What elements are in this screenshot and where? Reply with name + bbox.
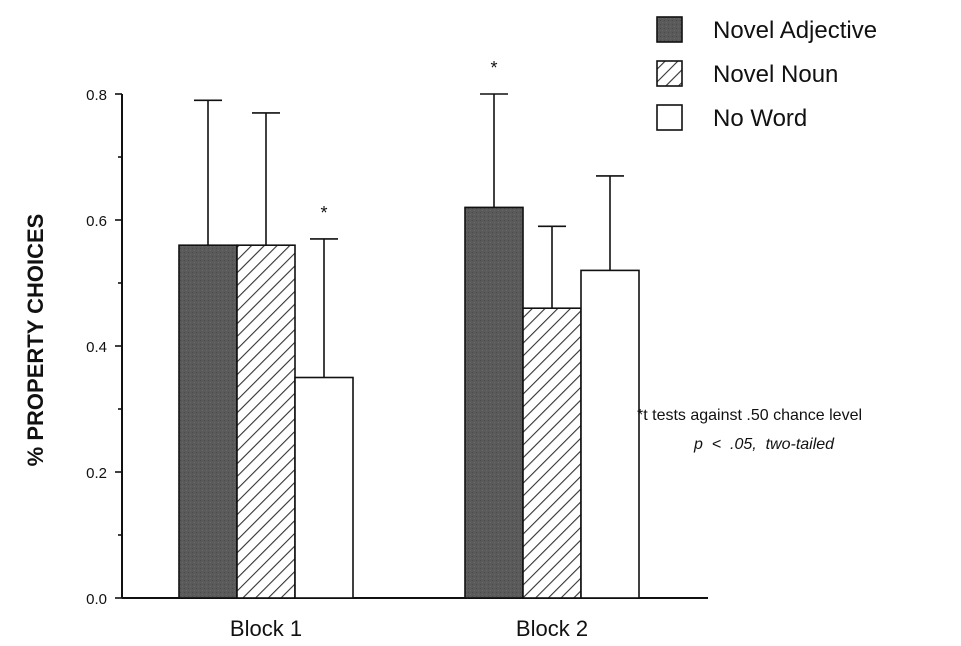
y-tick-label: 0.2: [86, 465, 107, 482]
significance-star: *: [490, 58, 497, 78]
category-label: Block 1: [230, 616, 302, 641]
annotation: *t tests against .50 chance level p < .0…: [637, 407, 862, 453]
legend-label: Novel Adjective: [713, 17, 877, 44]
significance-star: *: [320, 203, 327, 223]
y-axis-title: % PROPERTY CHOICES: [23, 214, 48, 467]
legend-swatch: [656, 60, 683, 87]
error-bars: [194, 93, 624, 378]
legend-swatch: [656, 16, 683, 43]
legend-label: No Word: [713, 105, 807, 132]
category-label: Block 2: [516, 616, 588, 641]
bar: [236, 244, 296, 599]
legend-swatch: [656, 104, 683, 131]
significance-markers: **: [320, 58, 497, 223]
bars: [178, 206, 640, 599]
y-tick-label: 0.6: [86, 213, 107, 230]
legend-label: Novel Noun: [713, 61, 838, 88]
bar: [294, 376, 354, 599]
annotation-line-1: *t tests against .50 chance level: [637, 407, 862, 424]
bar: [522, 307, 582, 599]
bar: [580, 269, 640, 599]
annotation-line-2: p < .05, two-tailed: [693, 436, 835, 453]
y-tick-label: 0.0: [86, 591, 107, 608]
category-labels: Block 1 Block 2: [230, 616, 588, 641]
y-tick-label: 0.8: [86, 87, 107, 104]
y-tick-label: 0.4: [86, 339, 107, 356]
bar: [178, 244, 238, 599]
legend: Novel Adjective Novel Noun No Word: [656, 16, 877, 132]
bar: [464, 206, 524, 599]
